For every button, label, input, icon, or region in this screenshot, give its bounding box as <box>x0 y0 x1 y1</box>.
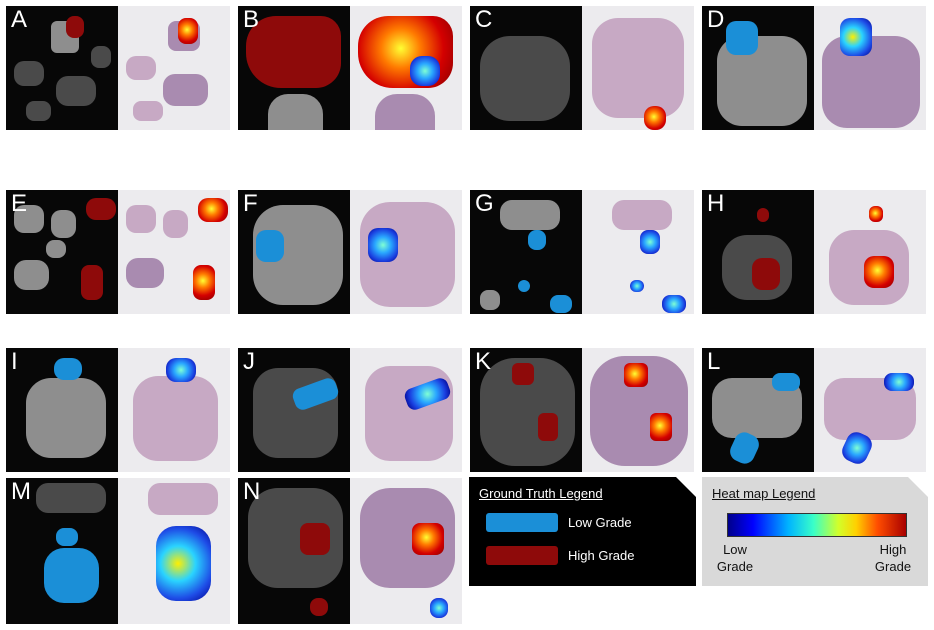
ground-truth-mask <box>238 190 350 314</box>
panel-letter: M <box>11 478 31 505</box>
low-grade-label: Low Grade <box>568 515 632 530</box>
heatmap-overlay <box>118 6 230 130</box>
panel-letter: K <box>475 348 492 375</box>
panel-letter: F <box>243 190 258 217</box>
panel-h: H <box>702 190 926 314</box>
panel-n: N <box>238 478 462 624</box>
panel-letter: A <box>11 6 28 33</box>
ground-truth-legend: Ground Truth Legend Low Grade High Grade <box>469 477 696 586</box>
panel-letter: H <box>707 190 725 217</box>
heatmap-legend: Heat map Legend Low Grade High Grade <box>702 477 928 586</box>
panel-d: D <box>702 6 926 130</box>
heatmap-overlay <box>350 190 462 314</box>
panel-j: J <box>238 348 462 472</box>
heatmap-overlay <box>582 6 694 130</box>
ground-truth-mask <box>6 348 118 472</box>
panel-m: M <box>6 478 230 624</box>
panel-letter: I <box>11 348 18 375</box>
panel-letter: J <box>243 348 255 375</box>
ground-truth-mask <box>6 6 118 130</box>
heatmap-overlay <box>814 6 926 130</box>
heatmap-overlay <box>350 348 462 472</box>
ground-truth-mask <box>6 478 118 624</box>
high-grade-swatch <box>486 546 558 565</box>
heatmap-overlay <box>350 478 462 624</box>
panel-k: K <box>470 348 694 472</box>
panel-l: L <box>702 348 926 472</box>
low-grade-swatch <box>486 513 558 532</box>
panel-i: I <box>6 348 230 472</box>
heatmap-overlay <box>582 348 694 472</box>
heatmap-overlay <box>814 190 926 314</box>
panel-f: F <box>238 190 462 314</box>
ground-truth-mask <box>470 348 582 472</box>
heatmap-overlay <box>582 190 694 314</box>
ground-truth-mask <box>6 190 118 314</box>
ground-truth-mask <box>702 190 814 314</box>
ground-truth-mask <box>470 6 582 130</box>
heatmap-overlay <box>350 6 462 130</box>
panel-letter: D <box>707 6 725 33</box>
heatmap-high-label: High Grade <box>863 541 923 575</box>
panel-letter: B <box>243 6 260 33</box>
heatmap-low-label-line2: Grade <box>716 559 754 574</box>
heatmap-overlay <box>118 478 230 624</box>
heatmap-high-label-line2: Grade <box>874 559 912 574</box>
panel-c: C <box>470 6 694 130</box>
panel-letter: N <box>243 478 261 505</box>
ground-truth-legend-title: Ground Truth Legend <box>479 486 603 501</box>
heatmap-colorbar <box>727 513 907 537</box>
heatmap-overlay <box>118 348 230 472</box>
ground-truth-mask <box>702 6 814 130</box>
high-grade-label: High Grade <box>568 548 635 563</box>
panel-b: B <box>238 6 462 130</box>
ground-truth-mask <box>470 190 582 314</box>
heatmap-overlay <box>118 190 230 314</box>
heatmap-legend-title: Heat map Legend <box>712 486 816 501</box>
ground-truth-mask <box>702 348 814 472</box>
panel-e: E <box>6 190 230 314</box>
heatmap-low-label-line1: Low <box>723 542 747 557</box>
panel-letter: C <box>475 6 493 33</box>
heatmap-high-label-line1: High <box>879 542 907 557</box>
ground-truth-mask <box>238 348 350 472</box>
heatmap-overlay <box>814 348 926 472</box>
panel-letter: E <box>11 190 28 217</box>
ground-truth-mask <box>238 478 350 624</box>
panel-g: G <box>470 190 694 314</box>
heatmap-low-label: Low Grade <box>705 541 765 575</box>
ground-truth-mask <box>238 6 350 130</box>
panel-a: A <box>6 6 230 130</box>
panel-letter: G <box>475 190 494 217</box>
panel-letter: L <box>707 348 721 375</box>
